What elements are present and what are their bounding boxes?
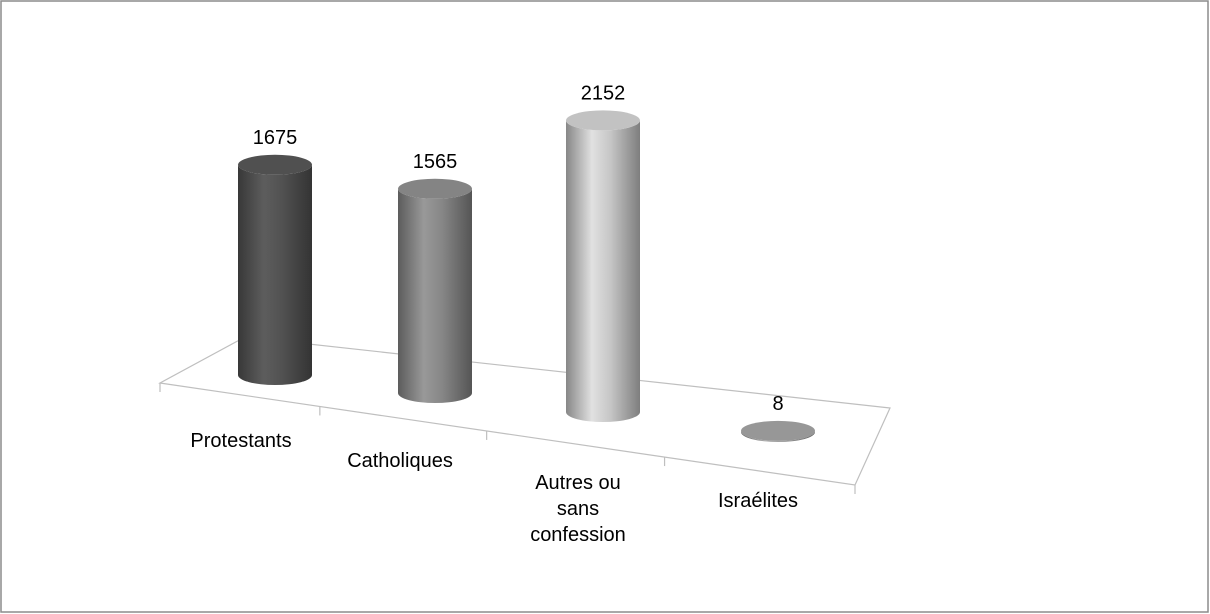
x-tick-label: Protestants	[190, 430, 292, 452]
x-tick-label: Catholiques	[347, 450, 453, 472]
data-label: 1675	[253, 127, 298, 149]
cylinder-top	[398, 178, 472, 199]
x-tick-label: Israélites	[717, 490, 799, 512]
floor	[158, 336, 891, 486]
cylinder-top	[238, 154, 312, 175]
data-label: 2152	[581, 83, 626, 105]
cylinder-top	[741, 420, 815, 441]
data-label: 1565	[413, 151, 458, 173]
data-label: 8	[772, 393, 783, 415]
cylinder-top	[566, 110, 640, 131]
cylinder	[238, 164, 312, 385]
x-tick-label: Autres ou sans confession	[530, 472, 626, 546]
cylinder	[566, 120, 640, 423]
cylinder	[398, 188, 472, 403]
